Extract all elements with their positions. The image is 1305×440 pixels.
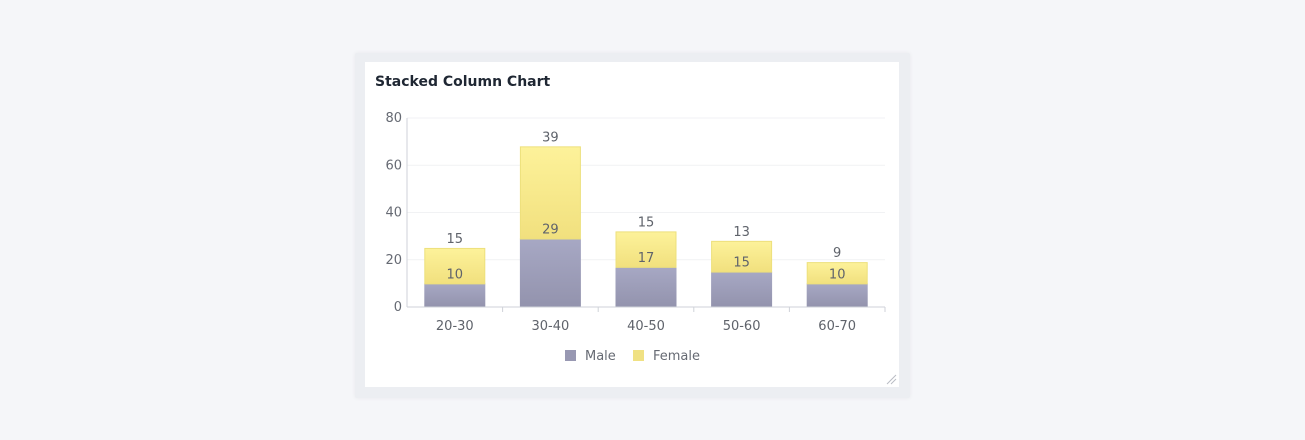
x-tick-label: 50-60	[723, 319, 761, 334]
x-tick-label: 30-40	[532, 319, 570, 334]
data-label-male: 10	[829, 267, 846, 282]
legend-swatch	[633, 350, 644, 361]
data-label-male: 29	[542, 222, 559, 237]
y-tick-label: 40	[385, 206, 402, 221]
chart-card: Stacked Column Chart 10 15 29 39 17 15 15 13 10 9…	[365, 62, 899, 387]
x-tick-label: 20-30	[436, 319, 474, 334]
data-label-female: 15	[638, 215, 655, 230]
legend-swatch	[565, 350, 576, 361]
chart-widget-frame: Stacked Column Chart 10 15 29 39 17 15 15 13 10 9…	[355, 53, 910, 398]
data-label-male: 15	[733, 256, 750, 271]
bar-female-60-70[interactable]	[806, 262, 868, 285]
legend[interactable]: Male Female	[565, 349, 700, 364]
stacked-column-chart: 10 15 29 39 17 15 15 13 10 9 0 20 40 60 80 20-30 30-40 4…	[385, 111, 886, 364]
bar-male-50-60[interactable]	[711, 271, 773, 307]
bar-male-20-30[interactable]	[424, 283, 486, 307]
y-tick-label: 60	[385, 158, 402, 173]
data-label-female: 13	[733, 225, 750, 240]
legend-label: Female	[653, 349, 700, 364]
x-tick-label: 60-70	[818, 319, 856, 334]
data-label-female: 15	[447, 232, 464, 247]
data-label-female: 39	[542, 130, 559, 145]
bar-female-40-50[interactable]	[615, 231, 677, 268]
legend-label: Male	[585, 349, 616, 364]
bar-male-40-50[interactable]	[615, 266, 677, 307]
legend-item-female[interactable]: Female	[633, 349, 700, 364]
resize-handle-icon[interactable]	[885, 373, 897, 385]
data-label-male: 10	[447, 267, 464, 282]
bar-female-30-40[interactable]	[519, 146, 581, 240]
bar-female-20-30[interactable]	[424, 247, 486, 285]
data-label-male: 17	[638, 251, 655, 266]
y-tick-label: 20	[385, 253, 402, 268]
bar-female-50-60[interactable]	[711, 240, 773, 273]
legend-item-male[interactable]: Male	[565, 349, 616, 364]
axes: 0 20 40 60 80 20-30 30-40 40-50 50-60 60-70	[385, 111, 886, 334]
data-label-female: 9	[833, 246, 841, 261]
chart-title: Stacked Column Chart	[375, 74, 551, 90]
x-tick-label: 40-50	[627, 319, 665, 334]
y-tick-label: 80	[385, 111, 402, 126]
bars-group: 10 15 29 39 17 15 15 13 10 9	[424, 130, 868, 307]
bar-male-60-70[interactable]	[806, 283, 868, 307]
y-tick-label: 0	[394, 300, 402, 315]
bar-male-30-40[interactable]	[519, 238, 581, 307]
